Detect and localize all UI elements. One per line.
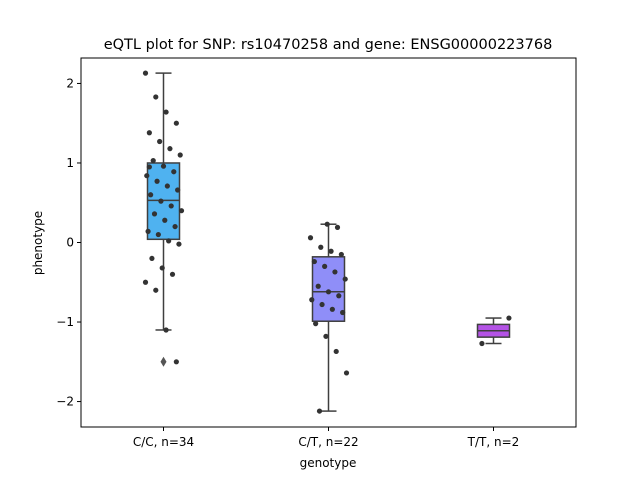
data-point [333, 348, 339, 355]
data-point [173, 120, 179, 126]
data-point [324, 221, 330, 227]
data-point [340, 309, 346, 316]
data-point [172, 223, 178, 230]
chart-title: eQTL plot for SNP: rs10470258 and gene: … [104, 37, 553, 53]
data-point [160, 163, 167, 169]
box-group [476, 317, 511, 345]
data-point [334, 224, 341, 230]
x-tick-label: C/T, n=22 [298, 435, 358, 449]
data-point [325, 289, 332, 295]
data-point [162, 217, 168, 223]
y-tick-label: −1 [56, 315, 74, 329]
y-tick-label: −2 [56, 395, 74, 409]
data-point [164, 183, 170, 189]
data-point [144, 173, 150, 179]
data-point [336, 293, 342, 299]
data-point [148, 192, 154, 198]
data-point [157, 138, 163, 145]
data-point [166, 238, 172, 244]
data-point [315, 283, 321, 289]
data-point [318, 244, 324, 250]
data-point [155, 231, 161, 238]
data-point [176, 241, 182, 247]
data-point [177, 152, 183, 158]
data-point [151, 211, 158, 217]
y-axis-label: phenotype [31, 211, 45, 275]
plot-area: −2 −1 0 1 2 C/C, n=34 C/T, n=22 T/T, n=2 [56, 57, 577, 449]
data-point [167, 146, 173, 152]
data-point [319, 301, 325, 308]
data-point [479, 340, 485, 347]
y-tick-label: 0 [66, 236, 74, 250]
data-point [175, 187, 181, 193]
data-point [142, 70, 149, 76]
data-point [168, 203, 174, 209]
data-point [338, 251, 344, 258]
data-point [163, 109, 169, 115]
data-point [146, 130, 152, 136]
data-point [323, 333, 329, 339]
data-point [506, 315, 512, 321]
outlier-marker [160, 356, 167, 367]
data-point [171, 169, 177, 175]
data-point [153, 287, 159, 293]
data-point [332, 269, 338, 275]
data-point [316, 408, 323, 414]
data-point [329, 306, 335, 312]
data-point [342, 276, 348, 282]
x-tick-label: C/C, n=34 [133, 435, 194, 449]
data-point [142, 279, 149, 285]
x-tick-label: T/T, n=2 [467, 435, 520, 449]
data-point [150, 157, 156, 164]
data-point [149, 255, 155, 262]
data-point [178, 208, 185, 214]
data-point [159, 265, 165, 271]
data-point [307, 235, 314, 241]
data-point [322, 263, 328, 269]
data-point [309, 297, 315, 303]
data-point [146, 164, 152, 170]
y-tick-label: 2 [66, 76, 74, 90]
data-point [311, 258, 317, 265]
data-point [173, 359, 179, 365]
data-point [313, 321, 319, 327]
x-axis-label: genotype [300, 456, 357, 470]
data-point [328, 248, 334, 254]
data-point [145, 228, 151, 234]
data-point [169, 271, 176, 277]
data-point [154, 178, 160, 184]
box-group [311, 223, 346, 412]
y-tick-label: 1 [66, 156, 74, 170]
data-point [343, 370, 350, 376]
data-point [153, 94, 159, 100]
data-point [163, 327, 169, 333]
data-point [158, 198, 164, 204]
box [311, 256, 346, 322]
